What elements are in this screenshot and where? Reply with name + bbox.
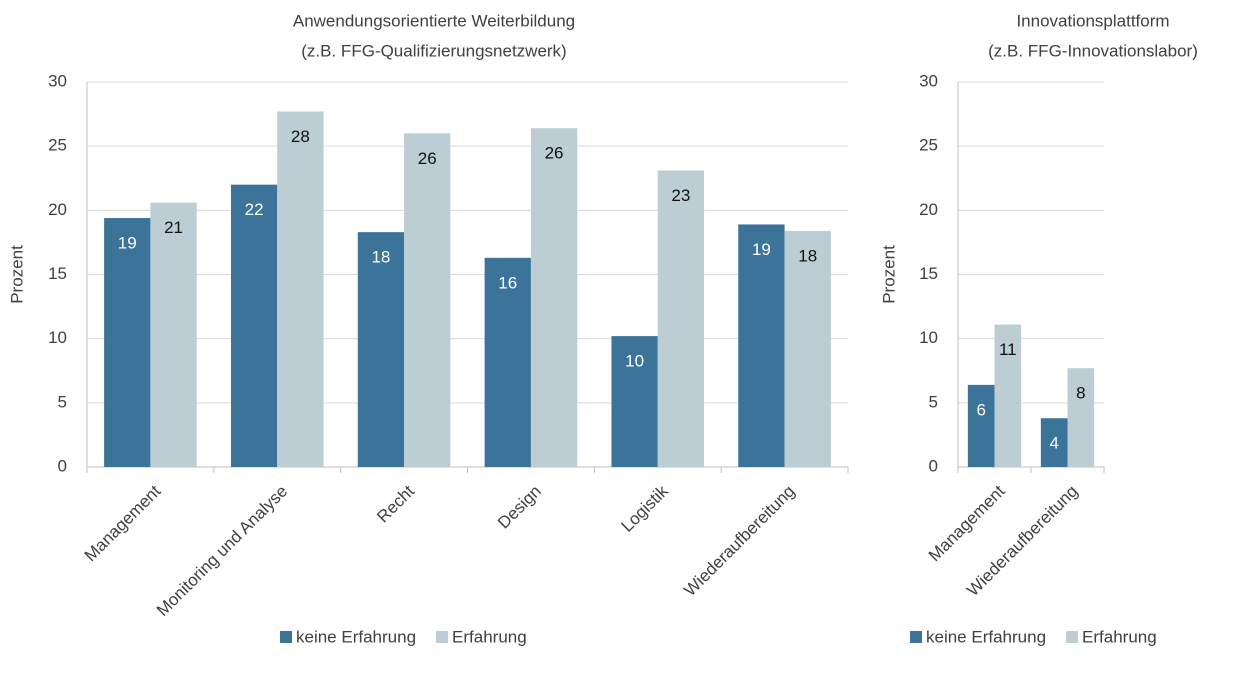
data-label: 21 xyxy=(164,218,183,237)
legend-label: keine Erfahrung xyxy=(926,627,1046,646)
data-label: 28 xyxy=(291,127,310,146)
data-label: 26 xyxy=(418,149,437,168)
y-tick-label: 5 xyxy=(929,392,938,411)
chart-title: Innovationsplattform xyxy=(1016,11,1169,30)
y-tick-label: 30 xyxy=(48,71,67,90)
bar xyxy=(1067,368,1095,467)
data-label: 6 xyxy=(976,400,985,419)
bar xyxy=(738,224,785,467)
legend-label: Erfahrung xyxy=(1082,627,1157,646)
x-tick-label: Management xyxy=(81,481,165,565)
data-label: 10 xyxy=(625,352,644,371)
data-label: 23 xyxy=(671,186,690,205)
x-tick-label: Logistik xyxy=(618,481,673,536)
y-tick-label: 5 xyxy=(58,392,67,411)
x-tick-label: Wiederaufbereitung xyxy=(680,482,798,600)
bar xyxy=(104,218,151,467)
data-label: 4 xyxy=(1049,434,1058,453)
x-tick-label: Recht xyxy=(373,481,418,526)
bar xyxy=(530,128,578,467)
data-label: 26 xyxy=(545,144,564,163)
chart: Innovationsplattform (z.B. FFG-Innovation… xyxy=(879,11,1197,646)
data-label: 8 xyxy=(1076,384,1085,403)
x-tick-label: Design xyxy=(494,482,545,533)
y-tick-label: 0 xyxy=(58,456,67,475)
y-tick-label: 15 xyxy=(919,264,938,283)
data-label: 11 xyxy=(999,340,1017,359)
bar xyxy=(611,336,658,467)
chart-subtitle: (z.B. FFG-Qualifizierungsnetzwerk) xyxy=(301,41,566,60)
y-tick-label: 10 xyxy=(48,328,67,347)
chart-subtitle: (z.B. FFG-Innovationslabor) xyxy=(988,41,1198,60)
x-tick-label: Monitoring und Analyse xyxy=(153,482,291,620)
y-tick-label: 25 xyxy=(48,136,67,155)
bar xyxy=(357,232,405,467)
chart: Anwendungsorientierte Weiterbildung (z.B.… xyxy=(7,11,849,646)
legend-swatch xyxy=(280,631,292,643)
y-axis-label: Prozent xyxy=(879,245,898,304)
y-tick-label: 0 xyxy=(929,456,938,475)
data-label: 22 xyxy=(245,200,264,219)
bar xyxy=(784,230,831,467)
bar xyxy=(230,184,278,467)
y-tick-label: 15 xyxy=(48,264,67,283)
y-tick-label: 10 xyxy=(919,328,938,347)
legend-swatch xyxy=(436,631,449,643)
bar xyxy=(404,133,451,468)
bar xyxy=(657,170,705,468)
y-tick-label: 25 xyxy=(919,136,938,155)
data-label: 18 xyxy=(371,248,390,267)
y-tick-label: 20 xyxy=(919,200,938,219)
data-label: 16 xyxy=(498,273,517,292)
bar xyxy=(1040,418,1068,467)
bar xyxy=(484,257,531,467)
bar xyxy=(277,111,324,468)
data-label: 19 xyxy=(118,234,137,253)
y-tick-label: 30 xyxy=(919,71,938,90)
legend-swatch xyxy=(1066,631,1079,643)
data-label: 18 xyxy=(798,246,817,265)
bar xyxy=(150,202,197,467)
y-axis-label: Prozent xyxy=(7,245,26,304)
data-label: 19 xyxy=(752,240,771,259)
chart-title: Anwendungsorientierte Weiterbildung xyxy=(293,11,575,30)
legend-label: keine Erfahrung xyxy=(296,627,416,646)
legend-label: Erfahrung xyxy=(452,627,527,646)
y-tick-label: 20 xyxy=(48,200,67,219)
bar xyxy=(967,384,995,467)
legend-swatch xyxy=(910,631,922,643)
bar xyxy=(994,324,1022,467)
